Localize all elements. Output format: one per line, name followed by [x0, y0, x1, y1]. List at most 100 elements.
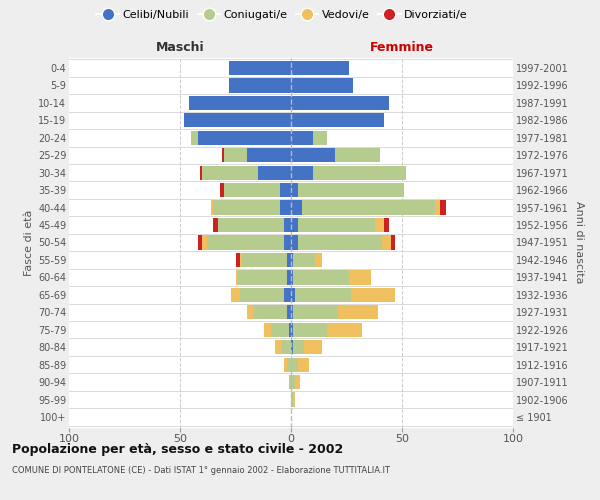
- Bar: [287, 253, 291, 267]
- Bar: [298, 236, 382, 250]
- Bar: [384, 218, 389, 232]
- Bar: [229, 78, 291, 92]
- Bar: [287, 270, 291, 284]
- Bar: [291, 218, 298, 232]
- Bar: [275, 340, 282, 354]
- Bar: [291, 96, 389, 110]
- Text: Femmine: Femmine: [370, 41, 434, 54]
- Bar: [298, 358, 309, 372]
- Bar: [291, 130, 313, 145]
- Bar: [349, 270, 371, 284]
- Legend: Celibi/Nubili, Coniugati/e, Vedovi/e, Divorziati/e: Celibi/Nubili, Coniugati/e, Vedovi/e, Di…: [94, 8, 470, 22]
- Bar: [202, 236, 206, 250]
- Bar: [214, 218, 218, 232]
- Bar: [293, 253, 316, 267]
- Bar: [242, 253, 287, 267]
- Bar: [191, 130, 198, 145]
- Bar: [289, 322, 291, 337]
- Bar: [436, 200, 440, 215]
- Bar: [289, 375, 291, 390]
- Bar: [291, 322, 293, 337]
- Bar: [231, 288, 240, 302]
- Bar: [291, 340, 293, 354]
- Bar: [284, 288, 291, 302]
- Bar: [206, 236, 284, 250]
- Bar: [391, 236, 395, 250]
- Bar: [298, 218, 376, 232]
- Bar: [291, 375, 295, 390]
- Bar: [291, 288, 295, 302]
- Bar: [335, 148, 380, 162]
- Bar: [291, 61, 349, 75]
- Bar: [313, 130, 326, 145]
- Bar: [287, 305, 291, 320]
- Bar: [224, 183, 280, 198]
- Bar: [229, 61, 291, 75]
- Bar: [338, 305, 377, 320]
- Bar: [280, 183, 291, 198]
- Text: Maschi: Maschi: [155, 41, 205, 54]
- Bar: [213, 200, 280, 215]
- Y-axis label: Fasce di età: Fasce di età: [23, 210, 34, 276]
- Bar: [291, 148, 335, 162]
- Bar: [291, 305, 293, 320]
- Bar: [253, 305, 287, 320]
- Bar: [211, 200, 214, 215]
- Bar: [247, 148, 291, 162]
- Bar: [291, 200, 302, 215]
- Bar: [293, 322, 326, 337]
- Bar: [235, 253, 240, 267]
- Bar: [293, 392, 295, 406]
- Bar: [284, 218, 291, 232]
- Bar: [291, 183, 298, 198]
- Bar: [293, 305, 338, 320]
- Bar: [258, 166, 291, 180]
- Bar: [240, 288, 284, 302]
- Bar: [284, 236, 291, 250]
- Bar: [291, 358, 298, 372]
- Bar: [291, 236, 298, 250]
- Bar: [240, 253, 242, 267]
- Bar: [440, 200, 446, 215]
- Text: COMUNE DI PONTELATONE (CE) - Dati ISTAT 1° gennaio 2002 - Elaborazione TUTTITALI: COMUNE DI PONTELATONE (CE) - Dati ISTAT …: [12, 466, 390, 475]
- Bar: [313, 166, 406, 180]
- Text: Popolazione per età, sesso e stato civile - 2002: Popolazione per età, sesso e stato civil…: [12, 442, 343, 456]
- Bar: [222, 148, 224, 162]
- Bar: [189, 96, 291, 110]
- Bar: [298, 183, 404, 198]
- Bar: [291, 113, 384, 128]
- Bar: [235, 270, 238, 284]
- Bar: [282, 340, 291, 354]
- Bar: [376, 218, 384, 232]
- Bar: [202, 166, 258, 180]
- Bar: [280, 200, 291, 215]
- Bar: [304, 340, 322, 354]
- Bar: [293, 340, 304, 354]
- Bar: [265, 322, 271, 337]
- Bar: [293, 270, 349, 284]
- Bar: [295, 288, 351, 302]
- Bar: [295, 375, 300, 390]
- Bar: [284, 358, 287, 372]
- Bar: [287, 358, 291, 372]
- Y-axis label: Anni di nascita: Anni di nascita: [574, 201, 584, 284]
- Bar: [291, 166, 313, 180]
- Bar: [238, 270, 287, 284]
- Bar: [291, 392, 293, 406]
- Bar: [291, 78, 353, 92]
- Bar: [302, 200, 436, 215]
- Bar: [220, 183, 224, 198]
- Bar: [382, 236, 391, 250]
- Bar: [184, 113, 291, 128]
- Bar: [218, 218, 284, 232]
- Bar: [200, 166, 202, 180]
- Bar: [198, 130, 291, 145]
- Bar: [291, 253, 293, 267]
- Bar: [351, 288, 395, 302]
- Bar: [271, 322, 289, 337]
- Bar: [247, 305, 253, 320]
- Bar: [224, 148, 247, 162]
- Bar: [326, 322, 362, 337]
- Bar: [198, 236, 202, 250]
- Bar: [291, 270, 293, 284]
